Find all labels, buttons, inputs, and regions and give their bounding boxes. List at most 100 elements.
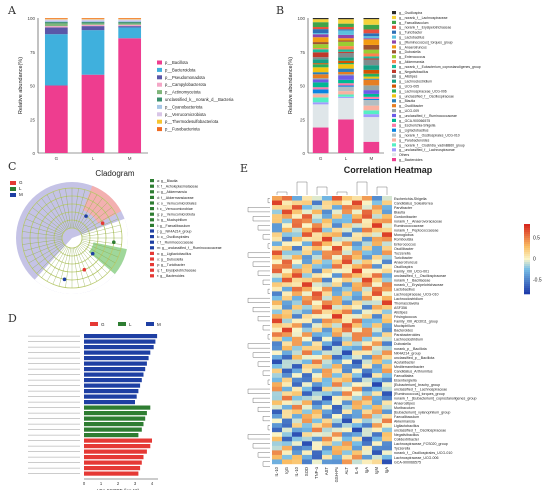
heatmap-cell — [382, 264, 392, 269]
heatmap-cell — [322, 300, 332, 306]
heatmap-cell — [302, 459, 312, 465]
heatmap-row-label: norank_f__Anaerovoracaceae — [394, 220, 442, 224]
heatmap-cell — [302, 327, 312, 333]
clade-branch — [46, 194, 68, 230]
heatmap-cell — [342, 409, 352, 415]
colorbar-step — [524, 252, 530, 255]
heatmap-cell — [272, 432, 282, 437]
clade-legend-label: i: g__Faecalibaculum — [157, 224, 190, 228]
heatmap-cell — [322, 218, 332, 224]
heatmap-cell — [382, 205, 392, 210]
heatmap-cell — [382, 414, 392, 419]
heatmap-cell — [332, 359, 342, 365]
clade-wedge-light — [34, 218, 129, 294]
heatmap-cell — [282, 286, 292, 292]
heatmap-cell — [302, 395, 312, 401]
heatmap-cell — [302, 241, 312, 247]
heatmap-cell — [302, 450, 312, 456]
colorbar-step — [524, 290, 530, 293]
heatmap-cell — [352, 432, 362, 437]
heatmap-cell — [372, 427, 382, 433]
bar-segment — [363, 98, 380, 100]
heatmap-cell — [322, 418, 332, 424]
bar-segment — [312, 87, 329, 90]
legend-swatch — [157, 104, 162, 109]
bar-segment — [338, 52, 354, 58]
clade-branch — [75, 247, 92, 285]
heatmap-cell — [322, 200, 332, 206]
bar-segment — [338, 85, 354, 87]
heatmap-cell — [332, 427, 342, 433]
heatmap-cell — [302, 323, 312, 328]
y-tick-label: 25 — [300, 117, 306, 122]
bar-segment — [44, 18, 68, 20]
row-dendrogram — [247, 252, 270, 258]
heatmap-cell — [302, 223, 312, 228]
heatmap-cell — [272, 300, 282, 306]
bar-segment — [363, 39, 380, 45]
heatmap-cell — [322, 450, 332, 456]
heatmap-row-label: Lachnoclostridium — [394, 338, 423, 342]
heatmap-cell — [362, 200, 372, 206]
heatmap-cell — [282, 277, 292, 283]
heatmap-cell — [292, 286, 302, 292]
heatmap-cell — [362, 314, 372, 319]
bar-segment — [338, 71, 354, 75]
clade-legend-label: b: f__Acholeplasmataceae — [157, 185, 198, 189]
heatmap-cell — [292, 305, 302, 310]
heatmap-cell — [312, 241, 322, 247]
heatmap-cell — [302, 305, 312, 310]
heatmap-cell — [332, 332, 342, 338]
row-dendrogram — [262, 416, 270, 422]
heatmap-cell — [382, 382, 392, 387]
group-legend-swatch — [10, 187, 16, 191]
clade-node — [90, 251, 95, 256]
heatmap-row-label: Alistipes — [394, 310, 408, 314]
x-tick-label: G — [55, 156, 59, 161]
heatmap-row-label: Tyzzerella — [394, 447, 410, 451]
heatmap-cell — [282, 345, 292, 351]
bar-segment — [338, 51, 354, 53]
heatmap-cell — [382, 354, 392, 360]
legend-swatch — [392, 50, 396, 54]
heatmap-cell — [322, 368, 332, 374]
heatmap-col-label: IgA — [364, 467, 369, 473]
heatmap-cell — [352, 454, 362, 460]
heatmap-cell — [312, 395, 322, 401]
heatmap-cell — [312, 368, 322, 374]
heatmap-cell — [382, 209, 392, 215]
heatmap-cell — [332, 354, 342, 360]
colorbar-step — [524, 242, 530, 245]
heatmap-cell — [352, 345, 362, 351]
heatmap-cell — [382, 373, 392, 378]
y-tick-label: 25 — [30, 117, 36, 122]
heatmap-cell — [362, 364, 372, 369]
heatmap-cell — [322, 309, 332, 315]
heatmap-cell — [352, 305, 362, 310]
heatmap-cell — [312, 245, 322, 251]
heatmap-cell — [292, 445, 302, 451]
lda-bar — [84, 449, 147, 454]
legend-swatch — [392, 158, 396, 162]
heatmap-cell — [292, 264, 302, 269]
group-legend-label: L — [19, 186, 22, 191]
heatmap-cell — [272, 450, 282, 456]
heatmap-cell — [312, 423, 322, 428]
heatmap-cell — [342, 250, 352, 256]
heatmap-cell — [272, 264, 282, 269]
heatmap-cell — [322, 395, 332, 401]
heatmap-cell — [372, 286, 382, 292]
heatmap-cell — [332, 250, 342, 256]
heatmap-cell — [332, 382, 342, 387]
heatmap-row-label: Anaerotruncus — [394, 260, 418, 264]
heatmap-cell — [282, 373, 292, 378]
heatmap-cell — [282, 305, 292, 310]
heatmap-cell — [322, 391, 332, 397]
legend-swatch — [392, 45, 396, 49]
heatmap-cell — [282, 259, 292, 265]
heatmap-cell — [292, 255, 302, 260]
clade-branch — [78, 244, 108, 274]
bar-segment — [363, 56, 380, 59]
heatmap-cell — [282, 323, 292, 328]
heatmap-cell — [362, 250, 372, 256]
